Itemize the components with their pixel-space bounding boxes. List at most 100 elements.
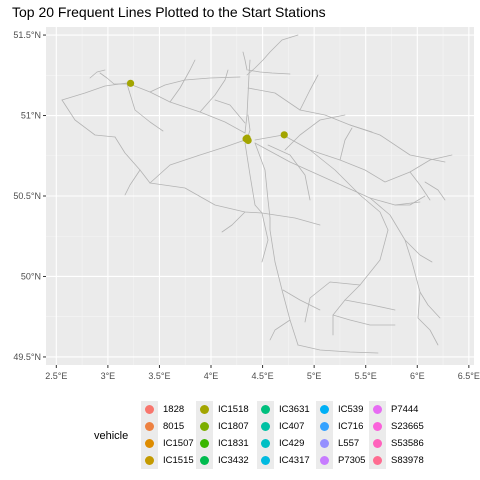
rail-line <box>349 124 446 163</box>
axes: 2.5°E 3°E 3.5°E 4°E 4.5°E 5°E 5.5°E 6°E 6.5°E 49.… <box>13 30 480 381</box>
legend-key <box>141 452 158 469</box>
rail-line <box>99 72 128 85</box>
legend-dot <box>373 439 382 448</box>
legend-item: IC1518 <box>196 401 249 418</box>
x-tick-label: 5.5°E <box>355 371 377 381</box>
rail-line <box>89 69 106 79</box>
legend-label: IC716 <box>338 421 364 432</box>
legend-dot <box>373 456 382 465</box>
legend-dot <box>145 456 154 465</box>
y-tick-label: 50.5°N <box>13 191 41 201</box>
legend-item: IC429 <box>257 435 304 452</box>
legend-dot <box>200 422 209 431</box>
rail-line <box>124 169 141 196</box>
rail-line <box>244 142 263 214</box>
legend-label: IC1807 <box>218 421 249 432</box>
rail-line <box>149 182 263 214</box>
rail-line <box>254 134 453 183</box>
legend-label: IC407 <box>279 421 305 432</box>
x-tick-label: 6°E <box>410 371 425 381</box>
rail-line <box>149 76 241 93</box>
legend-key <box>369 435 386 452</box>
rail-line <box>344 299 396 311</box>
rail-line <box>417 317 439 346</box>
legend-item: S83978 <box>369 452 424 469</box>
rail-line <box>126 83 164 132</box>
legend-dot <box>200 439 209 448</box>
legend-dot <box>145 405 154 414</box>
rail-line <box>332 229 389 336</box>
rail-line <box>284 114 346 151</box>
rail-line <box>269 319 291 341</box>
start-stations <box>126 79 288 145</box>
legend-label: 1828 <box>163 404 185 415</box>
rail-line <box>246 34 299 76</box>
legend-key <box>141 418 158 435</box>
rail-line <box>269 217 299 346</box>
legend-dot <box>145 422 154 431</box>
legend-title: vehicle <box>94 430 129 442</box>
legend-key <box>257 401 274 418</box>
rail-line <box>247 69 291 75</box>
legend-item: IC539 <box>316 401 363 418</box>
y-tick-label: 50°N <box>21 271 41 281</box>
legend-label: P7305 <box>338 455 366 466</box>
legend-key <box>369 452 386 469</box>
rail-line <box>282 289 321 311</box>
legend-key <box>196 401 213 418</box>
legend-label: S53586 <box>391 438 424 449</box>
legend-dot <box>200 456 209 465</box>
rail-line <box>214 99 246 124</box>
x-tick-label: 3.5°E <box>148 371 170 381</box>
legend-key <box>257 435 274 452</box>
legend-dot <box>320 422 329 431</box>
rail-line <box>339 127 353 161</box>
rail-line <box>424 181 446 201</box>
legend-dot <box>320 456 329 465</box>
legend-label: 8015 <box>163 421 185 432</box>
rail-line <box>114 136 151 184</box>
legend-key <box>196 452 213 469</box>
legend-label: IC1518 <box>218 404 249 415</box>
y-tick-label: 51.5°N <box>13 30 41 40</box>
legend-key <box>196 418 213 435</box>
rail-network <box>61 34 453 354</box>
legend-item: 1828 <box>141 401 184 418</box>
rail-line <box>394 195 426 206</box>
rail-line <box>267 144 311 201</box>
legend-key <box>369 401 386 418</box>
legend-key <box>316 401 333 418</box>
legend-item: P7444 <box>369 401 418 418</box>
x-tick-label: 5°E <box>307 371 322 381</box>
legend-item: IC1507 <box>141 435 194 452</box>
legend-label: IC1831 <box>218 438 249 449</box>
legend-item: S53586 <box>369 435 424 452</box>
legend-item: IC1515 <box>141 452 194 469</box>
rail-line <box>419 291 441 319</box>
station-point <box>126 79 135 87</box>
legend-dot <box>261 422 270 431</box>
x-tick-label: 3°E <box>101 371 116 381</box>
station-point <box>280 131 288 139</box>
y-tick-label: 49.5°N <box>13 352 41 362</box>
legend-label: S83978 <box>391 455 424 466</box>
legend-key <box>257 418 274 435</box>
legend-label: IC1507 <box>163 438 194 449</box>
rail-line <box>169 59 196 103</box>
rail-line <box>221 211 246 233</box>
legend-item: IC716 <box>316 418 363 435</box>
rail-line <box>261 212 269 263</box>
rail-line <box>299 74 319 111</box>
legend-item: IC4317 <box>257 452 310 469</box>
legend-key <box>369 418 386 435</box>
legend-label: S23665 <box>391 421 424 432</box>
legend-dot <box>373 405 382 414</box>
rail-line <box>304 281 361 323</box>
rail-line <box>61 99 116 138</box>
legend-dot <box>200 405 209 414</box>
legend-label: IC1515 <box>163 455 194 466</box>
legend-key <box>141 435 158 452</box>
rail-line <box>242 51 248 71</box>
legend-label: IC429 <box>279 438 305 449</box>
rail-line <box>297 344 379 354</box>
